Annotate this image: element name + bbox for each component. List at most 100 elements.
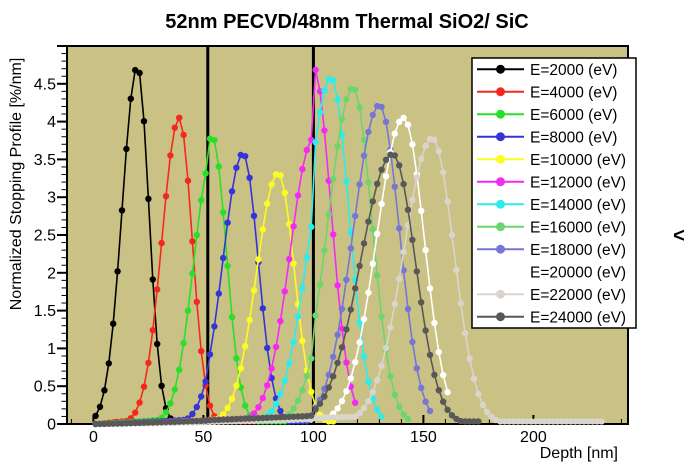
- data-marker: [343, 96, 350, 103]
- data-marker: [567, 418, 574, 425]
- data-marker: [308, 388, 315, 395]
- data-marker: [228, 188, 236, 195]
- data-marker: [242, 343, 249, 350]
- data-marker: [290, 405, 297, 412]
- data-marker: [277, 172, 284, 179]
- data-marker: [259, 226, 266, 233]
- y-tick-label: 2: [47, 265, 56, 282]
- data-marker: [409, 141, 416, 148]
- data-marker: [435, 147, 442, 155]
- data-marker: [409, 196, 416, 204]
- data-marker: [264, 344, 271, 352]
- data-marker: [479, 401, 486, 408]
- data-marker: [312, 139, 319, 146]
- data-marker: [277, 317, 284, 325]
- data-marker: [127, 95, 134, 102]
- data-marker: [343, 276, 350, 283]
- data-marker: [123, 145, 130, 153]
- data-marker: [114, 268, 121, 275]
- data-marker: [510, 418, 517, 425]
- legend-label: E=6000 (eV): [530, 107, 617, 124]
- data-marker: [316, 281, 324, 288]
- data-marker: [224, 219, 231, 226]
- data-marker: [426, 407, 434, 415]
- data-marker: [352, 413, 359, 420]
- data-marker: [220, 254, 227, 262]
- data-marker: [338, 115, 346, 123]
- data-marker: [404, 305, 412, 313]
- data-marker: [233, 355, 240, 362]
- data-marker: [316, 109, 324, 116]
- data-marker: [396, 225, 403, 232]
- data-marker: [294, 192, 302, 199]
- legend-entry: E=14000 (eV): [477, 197, 626, 214]
- data-marker: [347, 375, 354, 382]
- data-marker: [528, 418, 535, 425]
- data-marker: [431, 371, 438, 378]
- data-marker: [268, 365, 275, 372]
- data-marker: [374, 272, 381, 279]
- data-marker: [523, 418, 530, 425]
- data-marker: [475, 390, 482, 398]
- data-marker: [118, 207, 126, 214]
- legend-label: E=12000 (eV): [530, 174, 626, 191]
- data-marker: [312, 66, 319, 74]
- data-marker: [281, 377, 288, 384]
- data-marker: [462, 330, 469, 337]
- data-marker: [426, 351, 434, 359]
- data-marker: [365, 378, 372, 385]
- data-marker: [140, 383, 148, 390]
- data-marker: [598, 418, 605, 425]
- data-marker: [497, 418, 504, 425]
- data-marker: [563, 418, 570, 425]
- data-marker: [347, 306, 354, 313]
- data-marker: [418, 155, 425, 163]
- data-marker: [321, 247, 328, 254]
- data-marker: [422, 327, 429, 334]
- legend-entry: E=4000 (eV): [477, 84, 617, 101]
- data-marker: [224, 404, 231, 412]
- data-marker: [290, 223, 297, 230]
- data-marker: [484, 409, 491, 416]
- data-marker: [378, 362, 385, 369]
- legend-entry: E=22000 (eV): [477, 287, 626, 304]
- data-marker: [352, 359, 359, 366]
- data-marker: [470, 418, 478, 425]
- data-marker: [396, 162, 403, 169]
- data-marker: [132, 409, 139, 416]
- data-marker: [382, 156, 390, 163]
- data-marker: [162, 409, 170, 416]
- legend-marker: [496, 244, 505, 254]
- data-marker: [149, 276, 156, 283]
- y-axis-title: Normalized Stopping Profile [%/nm]: [8, 58, 25, 311]
- data-marker: [277, 390, 284, 398]
- data-marker: [272, 400, 280, 408]
- data-marker: [334, 96, 341, 103]
- data-marker: [374, 230, 381, 237]
- data-marker: [140, 118, 148, 125]
- data-marker: [444, 406, 451, 413]
- data-marker: [136, 399, 143, 406]
- legend-label: E=24000 (eV): [530, 309, 626, 326]
- data-marker: [189, 238, 196, 245]
- y-tick-label: 4: [47, 114, 56, 131]
- data-marker: [365, 179, 372, 186]
- data-marker: [228, 313, 236, 321]
- legend-marker: [496, 289, 505, 299]
- data-marker: [330, 77, 337, 84]
- legend-label: E=18000 (eV): [530, 242, 626, 259]
- data-marker: [171, 386, 178, 393]
- data-marker: [360, 240, 368, 247]
- data-marker: [220, 209, 227, 216]
- data-marker: [400, 267, 407, 274]
- y-tick-label: 0: [47, 417, 56, 434]
- x-tick-label: 50: [195, 429, 213, 446]
- data-marker: [466, 355, 473, 362]
- data-marker: [277, 407, 284, 415]
- data-marker: [268, 407, 275, 415]
- data-marker: [448, 412, 456, 419]
- data-marker: [303, 254, 310, 261]
- data-marker: [365, 218, 372, 225]
- data-marker: [193, 298, 200, 306]
- data-marker: [334, 282, 341, 289]
